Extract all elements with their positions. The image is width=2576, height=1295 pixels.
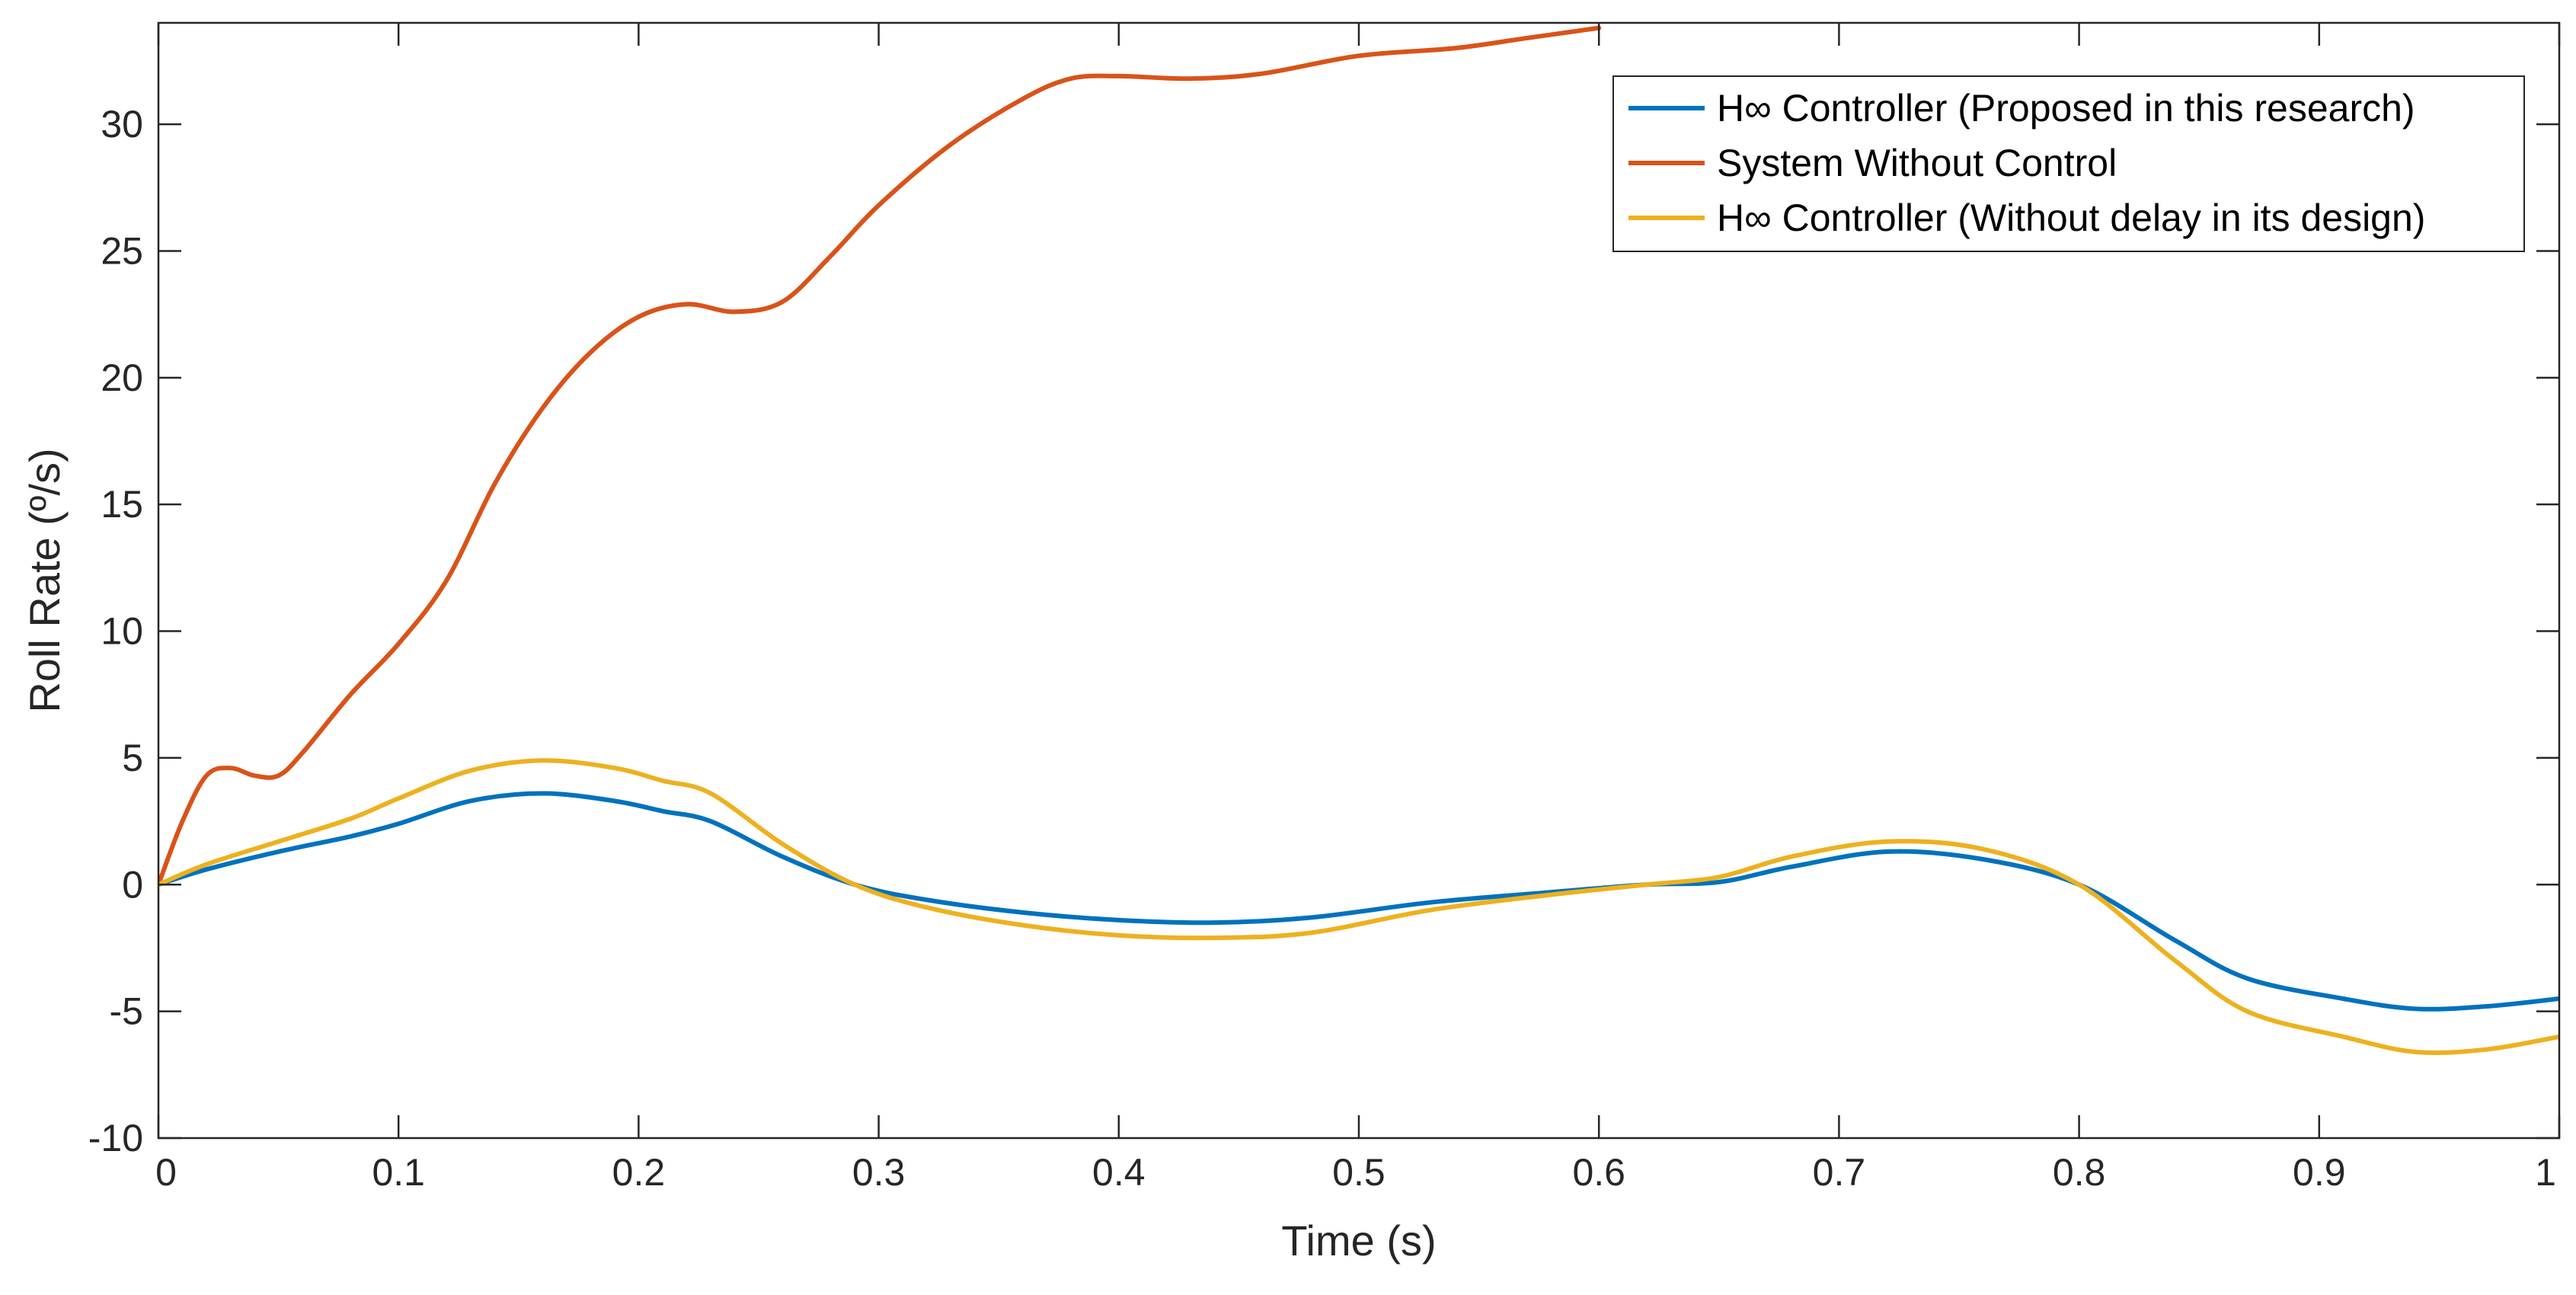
x-tick-label: 0.2 (612, 1151, 666, 1194)
y-tick-label: 15 (101, 483, 143, 526)
legend: H∞ Controller (Proposed in this research… (1612, 75, 2525, 252)
y-tick-label: 25 (101, 229, 143, 272)
legend-label: System Without Control (1717, 142, 2117, 184)
series-line-3 (158, 758, 2559, 1056)
series-line-2 (158, 25, 1602, 887)
y-tick-label: 5 (122, 737, 143, 779)
series-line-1 (158, 791, 2559, 1012)
x-tick-label: 0.3 (852, 1151, 906, 1194)
x-tick-label: 0.6 (1572, 1151, 1625, 1194)
x-tick-label: 0.5 (1332, 1151, 1385, 1194)
series-layer (158, 25, 2559, 1056)
y-tick-label: 10 (101, 610, 143, 653)
y-tick-label: -10 (88, 1117, 143, 1159)
x-tick-label: 0 (155, 1151, 177, 1194)
x-tick-label: 0.1 (372, 1151, 425, 1194)
y-tick-label: 20 (101, 357, 143, 399)
legend-box (1612, 75, 2525, 252)
legend-label: H∞ Controller (Without delay in its desi… (1717, 197, 2425, 239)
axes-layer: 0 0.1 0.2 0.3 0.4 0.5 0.6 0.7 0.8 0.9 1 -10 -5 0 5 10 15… (88, 21, 2561, 1194)
y-tick-label: -5 (110, 990, 143, 1033)
x-axis-title: Time (s) (1281, 1217, 1436, 1265)
x-tick-label: 1 (2535, 1151, 2556, 1194)
x-tick-label: 0.9 (2293, 1151, 2346, 1194)
x-tick-label: 0.4 (1092, 1151, 1146, 1194)
x-tick-label: 0.8 (2053, 1151, 2106, 1194)
y-axis-title: Roll Rate (º/s) (21, 448, 69, 712)
y-tick-label: 0 (122, 863, 143, 906)
x-tick-label: 0.7 (1813, 1151, 1866, 1194)
y-tick-label: 30 (101, 103, 143, 145)
legend-label: H∞ Controller (Proposed in this research… (1717, 87, 2415, 130)
